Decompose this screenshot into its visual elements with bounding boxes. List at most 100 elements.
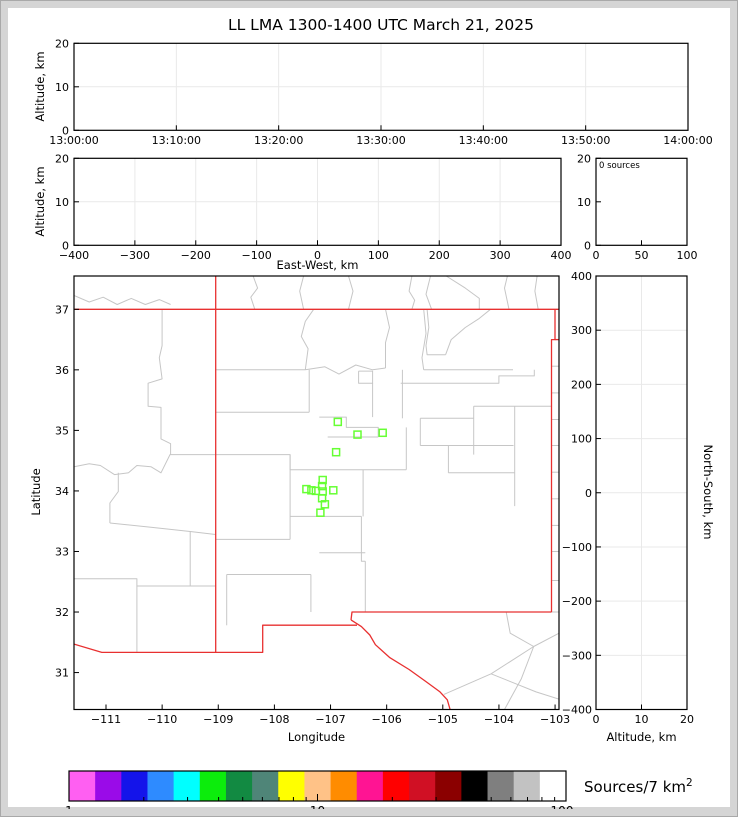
- tick-label: 36: [55, 364, 69, 377]
- tick-label: 13:40:00: [459, 134, 508, 147]
- tick-label: 35: [55, 424, 69, 437]
- tick-label: 13:00:00: [49, 134, 98, 147]
- map-layer: [74, 276, 559, 710]
- tick-label: 13:10:00: [152, 134, 201, 147]
- ew-height-ylabel: Altitude, km: [33, 166, 47, 236]
- station-marker: [333, 417, 343, 427]
- tick-label: 10: [635, 713, 649, 726]
- county-line: [358, 370, 374, 384]
- tick-label: 100: [368, 249, 389, 262]
- station-marker: [307, 486, 316, 495]
- station-marker: [378, 428, 387, 438]
- tick-label: −108: [259, 713, 289, 726]
- station-marker: [329, 486, 338, 495]
- county-line: [425, 309, 446, 356]
- panel-border: [595, 157, 688, 246]
- gridlines-layer: [74, 43, 688, 710]
- county-line: [490, 673, 559, 700]
- tick-label: 37: [55, 303, 69, 316]
- tick-label: 0: [593, 713, 600, 726]
- county-line: [319, 416, 379, 437]
- tick-label: 0: [593, 249, 600, 262]
- state-border-line: [74, 624, 357, 654]
- tick-label: 20: [577, 152, 591, 165]
- tick-label: 13:50:00: [561, 134, 610, 147]
- county-line: [505, 611, 534, 647]
- plot-title: LL LMA 1300-1400 UTC March 21, 2025: [228, 16, 534, 34]
- tick-label: −111: [91, 713, 121, 726]
- tick-label: −400: [562, 704, 592, 717]
- colorbar-segment: [173, 771, 201, 801]
- state-border-line: [350, 611, 552, 620]
- county-line: [443, 632, 559, 695]
- lma-station-markers: [302, 417, 387, 517]
- tick-label: 34: [55, 485, 69, 498]
- tick-label: 0: [585, 487, 592, 500]
- tick-label: 0: [62, 124, 69, 137]
- county-line: [299, 276, 305, 310]
- county-line: [534, 276, 539, 310]
- county-line: [445, 308, 491, 355]
- station-marker: [316, 508, 325, 517]
- tick-label: 31: [55, 667, 69, 680]
- county-line: [504, 276, 510, 310]
- county-line: [400, 369, 535, 384]
- ns-height-ylabel-right: North-South, km: [701, 445, 715, 540]
- tick-label: −105: [428, 713, 458, 726]
- tick-label: 20: [680, 713, 694, 726]
- colorbar-segment: [121, 771, 148, 801]
- tick-label: 0: [584, 239, 591, 252]
- colorbar-segment: [539, 771, 567, 801]
- colorbar-segment: [252, 771, 279, 801]
- colorbar-segment: [513, 771, 541, 801]
- colorbar-tick-label: 1: [65, 804, 73, 809]
- tick-label: −103: [540, 713, 570, 726]
- plot-page: LL LMA 1300-1400 UTC March 21, 2025 13:0…: [8, 8, 730, 817]
- county-line: [74, 578, 216, 587]
- county-line: [421, 309, 427, 370]
- tick-label: −200: [562, 595, 592, 608]
- tick-label: 50: [635, 249, 649, 262]
- tick-label: 13:30:00: [356, 134, 405, 147]
- time-height-ylabel: Altitude, km: [33, 51, 47, 121]
- tick-label: 14:00:00: [663, 134, 712, 147]
- tick-label: −300: [120, 249, 150, 262]
- map-ylabel: Latitude: [29, 468, 43, 515]
- tick-label: −106: [372, 713, 402, 726]
- tick-label: 300: [490, 249, 511, 262]
- county-line: [250, 276, 259, 310]
- tick-label: −400: [59, 249, 89, 262]
- county-line: [109, 472, 119, 523]
- tick-label: 400: [571, 270, 592, 283]
- tick-label: −100: [242, 249, 272, 262]
- colorbar-segment: [225, 771, 253, 801]
- tick-label: 10: [577, 196, 591, 209]
- county-line: [385, 309, 390, 368]
- station-marker: [331, 447, 341, 457]
- colorbar-tick-label: 100: [551, 804, 574, 809]
- station-marker: [320, 500, 330, 509]
- tick-label: 400: [551, 249, 572, 262]
- county-line: [348, 276, 354, 310]
- tick-label: 10: [55, 196, 69, 209]
- station-marker: [302, 484, 311, 494]
- colorbar-segment: [95, 771, 122, 801]
- tick-label: 0: [314, 249, 321, 262]
- tick-label: 200: [571, 378, 592, 391]
- tick-label: 10: [55, 81, 69, 94]
- axis-ticks: [73, 42, 689, 710]
- colorbar: 1 10 100: [65, 770, 574, 817]
- tick-label: 0: [62, 239, 69, 252]
- colorbar-segment: [487, 771, 515, 801]
- tick-label: 100: [571, 433, 592, 446]
- county-line: [74, 454, 216, 476]
- station-marker: [317, 481, 327, 491]
- tick-label: −104: [484, 713, 514, 726]
- map-xlabel: Longitude: [288, 730, 345, 744]
- colorbar-tick-label: 10: [310, 804, 325, 809]
- tick-label: 200: [429, 249, 450, 262]
- county-line: [74, 294, 171, 305]
- colorbar-segment: [461, 771, 489, 801]
- colorbar-segment: [382, 771, 410, 801]
